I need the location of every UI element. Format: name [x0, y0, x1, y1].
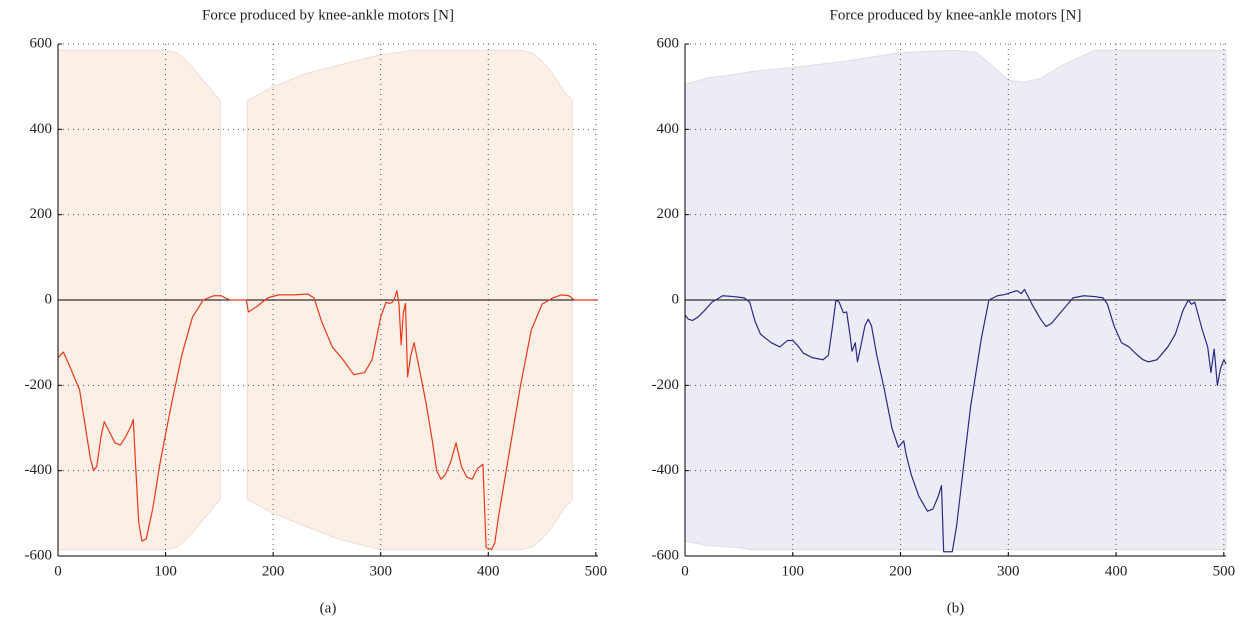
y-tick-label: 400	[30, 121, 53, 137]
x-tick-label: 400	[1105, 563, 1128, 579]
y-tick-label: -400	[652, 462, 680, 478]
subplot: 0 100 200 300 400 500 -600 -400 -200 0 200 400 600 Fo…	[652, 7, 1236, 616]
y-tick-label: -200	[25, 377, 53, 393]
y-tick-label: 400	[657, 121, 680, 137]
y-tick-label: 200	[657, 206, 680, 222]
x-tick-label: 0	[681, 563, 689, 579]
y-tick-label: -600	[25, 547, 53, 563]
subplot: 0 100 200 300 400 500 -600 -400 -200 0 200 400 600 Fo…	[25, 7, 608, 616]
y-tick-label: 0	[672, 291, 680, 307]
subplot-caption: (b)	[947, 600, 965, 616]
x-tick-label: 300	[369, 563, 392, 579]
y-tick-label: -200	[652, 377, 680, 393]
y-tick-label: 200	[30, 206, 53, 222]
subplot-caption: (a)	[320, 600, 337, 616]
y-tick-label: -600	[652, 547, 680, 563]
x-tick-label: 200	[889, 563, 912, 579]
x-tick-label: 400	[477, 563, 500, 579]
x-tick-label: 100	[782, 563, 805, 579]
y-tick-label: 600	[30, 35, 53, 51]
x-tick-label: 200	[262, 563, 285, 579]
data-line	[57, 290, 598, 551]
y-tick-label: 0	[45, 291, 53, 307]
x-tick-label: 500	[1213, 563, 1236, 579]
y-tick-label: 600	[657, 35, 680, 51]
x-tick-label: 300	[997, 563, 1020, 579]
x-tick-label: 500	[585, 563, 608, 579]
chart-title: Force produced by knee-ankle motors [N]	[202, 7, 454, 23]
chart-title: Force produced by knee-ankle motors [N]	[830, 7, 1082, 23]
x-tick-label: 100	[154, 563, 177, 579]
y-tick-label: -400	[25, 462, 53, 478]
x-tick-label: 0	[54, 563, 62, 579]
data-line	[684, 288, 1227, 553]
